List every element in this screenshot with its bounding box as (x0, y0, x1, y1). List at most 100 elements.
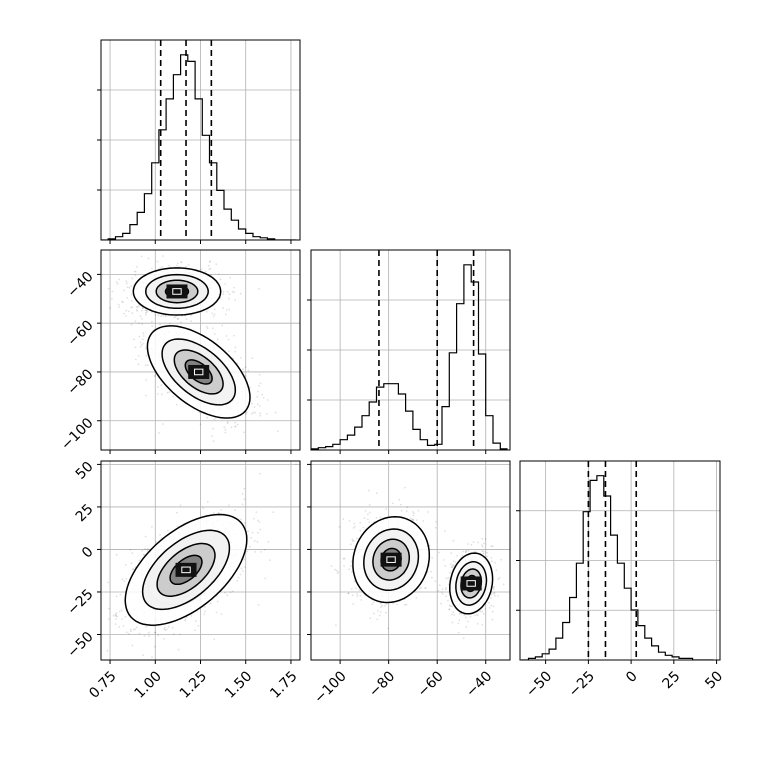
scatter-point (381, 604, 384, 607)
scatter-point (131, 277, 134, 280)
scatter-point (131, 644, 134, 647)
scatter-point (247, 530, 249, 533)
scatter-point (241, 492, 244, 495)
scatter-point (457, 622, 460, 625)
scatter-point (355, 587, 357, 590)
scatter-point (137, 355, 140, 357)
scatter-point (259, 472, 261, 475)
scatter-point (200, 268, 203, 271)
scatter-point (118, 278, 121, 281)
scatter-point (213, 308, 216, 311)
scatter-point (342, 518, 345, 521)
scatter-point (411, 518, 414, 521)
scatter-point (216, 338, 219, 341)
scatter-point (226, 421, 229, 423)
scatter-point (115, 614, 117, 617)
scatter-point (224, 591, 226, 594)
scatter-point (295, 463, 297, 466)
scatter-point (483, 613, 485, 615)
scatter-point (236, 580, 239, 582)
scatter-point (415, 519, 418, 521)
scatter-point (400, 509, 403, 512)
scatter-point (476, 622, 479, 625)
scatter-point (458, 613, 461, 615)
scatter-point (151, 656, 153, 659)
scatter-point (403, 603, 406, 606)
scatter-point (391, 502, 394, 505)
scatter-point (256, 395, 259, 398)
scatter-point (123, 289, 125, 292)
scatter-point (226, 422, 229, 424)
scatter-point (462, 637, 465, 639)
scatter-point (172, 395, 175, 398)
scatter-point (163, 637, 166, 640)
scatter-point (425, 586, 427, 589)
scatter-point (204, 270, 207, 273)
scatter-point (136, 266, 138, 268)
scatter-point (164, 629, 167, 631)
scatter-point (159, 323, 162, 326)
scatter-point (434, 580, 437, 583)
scatter-point (139, 315, 142, 318)
scatter-point (353, 539, 355, 542)
scatter-point (154, 631, 157, 634)
scatter-point (190, 614, 193, 617)
scatter-point (491, 545, 494, 548)
scatter-point (369, 617, 372, 620)
scatter-point (124, 615, 127, 618)
scatter-point (484, 538, 487, 540)
scatter-point (435, 520, 437, 523)
scatter-point (173, 316, 176, 319)
scatter-point (418, 587, 421, 590)
scatter-point (180, 261, 183, 264)
scatter-point (356, 537, 358, 540)
scatter-point (145, 309, 148, 312)
scatter-point (145, 379, 148, 381)
scatter-point (250, 412, 253, 415)
scatter-point (356, 593, 359, 595)
scatter-point (266, 399, 269, 401)
scatter-point (243, 498, 246, 501)
scatter-point (160, 315, 162, 317)
scatter-point (216, 600, 219, 603)
scatter-point (417, 509, 420, 512)
scatter-point (412, 518, 415, 521)
scatter-point (251, 402, 253, 405)
scatter-point (247, 369, 250, 372)
scatter-point (257, 603, 260, 606)
scatter-point (160, 384, 163, 386)
scatter-point (177, 317, 180, 320)
scatter-point (128, 286, 131, 289)
scatter-point (140, 344, 143, 346)
scatter-point (494, 594, 496, 597)
scatter-point (448, 608, 451, 611)
scatter-point (179, 633, 181, 636)
scatter-point (112, 614, 115, 617)
scatter-point (234, 346, 237, 349)
scatter-point (449, 563, 452, 565)
scatter-point (234, 426, 236, 428)
scatter-point (208, 268, 211, 271)
scatter-point (336, 572, 339, 575)
scatter-point (138, 335, 141, 338)
scatter-point (220, 613, 223, 615)
scatter-point (239, 573, 242, 576)
scatter-point (143, 634, 146, 637)
scatter-point (494, 561, 496, 564)
scatter-point (255, 511, 258, 513)
scatter-point (240, 518, 242, 521)
scatter-point (161, 266, 164, 268)
hist-panel-1 (307, 249, 511, 454)
density-peak-0-2-1 (181, 566, 191, 574)
scatter-point (209, 267, 212, 270)
scatter-point (343, 565, 345, 567)
scatter-point (157, 634, 160, 637)
scatter-point (474, 550, 477, 553)
scatter-point (154, 374, 157, 377)
scatter-point (398, 498, 401, 501)
scatter-point (206, 500, 209, 503)
scatter-point (257, 390, 259, 393)
scatter-point (351, 594, 354, 597)
density-core-0-1-0 (166, 284, 188, 299)
scatter-point (451, 605, 454, 607)
